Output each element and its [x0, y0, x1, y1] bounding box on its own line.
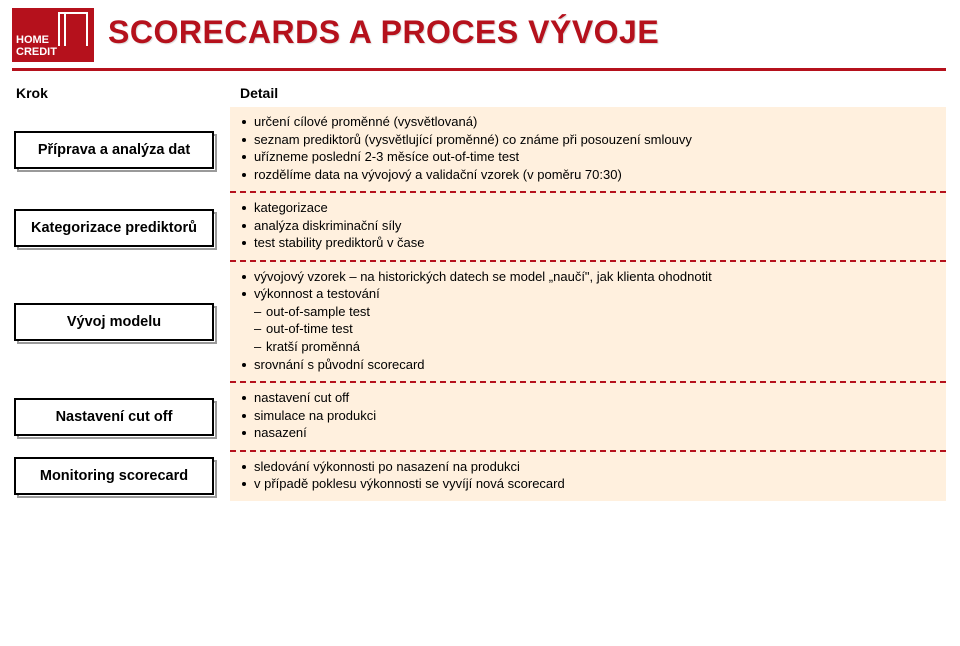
step-box-wrap: Kategorizace prediktorů	[14, 193, 230, 262]
step-box-wrap: Příprava a analýza dat	[14, 107, 230, 193]
logo-text: HOME CREDIT	[16, 34, 57, 58]
detail-item: rozdělíme data na vývojový a validační v…	[240, 166, 936, 184]
detail-item: kategorizace	[240, 199, 936, 217]
slide-header: HOME CREDIT SCORECARDS A PROCES VÝVOJE	[0, 0, 960, 62]
step-row: Vývoj modelu vývojový vzorek – na histori…	[14, 262, 946, 383]
step-detail: určení cílové proměnné (vysvětlovaná)sez…	[230, 107, 946, 193]
detail-item: simulace na produkci	[240, 407, 936, 425]
step-detail: kategorizaceanalýza diskriminační sílyte…	[230, 193, 946, 262]
detail-item: výkonnost a testování	[240, 285, 936, 303]
detail-subitem: out-of-sample test	[240, 303, 936, 321]
detail-list: určení cílové proměnné (vysvětlovaná)sez…	[240, 113, 936, 183]
step-row: Kategorizace prediktorů kategorizaceanalý…	[14, 193, 946, 262]
logo-line2: CREDIT	[16, 46, 57, 58]
detail-item: test stability prediktorů v čase	[240, 234, 936, 252]
step-detail: nastavení cut offsimulace na produkcinas…	[230, 383, 946, 452]
step-row: Monitoring scorecard sledování výkonnosti…	[14, 452, 946, 501]
steps-table: Příprava a analýza dat určení cílové prom…	[14, 107, 946, 501]
detail-item: vývojový vzorek – na historických datech…	[240, 268, 936, 286]
columns-header: Krok Detail	[14, 85, 946, 101]
step-box-wrap: Vývoj modelu	[14, 262, 230, 383]
step-detail: sledování výkonnosti po nasazení na prod…	[230, 452, 946, 501]
detail-item: v případě poklesu výkonnosti se vyvíjí n…	[240, 475, 936, 493]
step-box: Monitoring scorecard	[14, 457, 214, 495]
detail-subitem: out-of-time test	[240, 320, 936, 338]
col-left-header: Krok	[14, 85, 230, 101]
step-row: Příprava a analýza dat určení cílové prom…	[14, 107, 946, 193]
detail-list: nastavení cut offsimulace na produkcinas…	[240, 389, 936, 442]
content-area: Krok Detail Příprava a analýza dat určení…	[0, 71, 960, 501]
step-box: Kategorizace prediktorů	[14, 209, 214, 247]
brand-logo: HOME CREDIT	[12, 8, 94, 62]
step-box: Vývoj modelu	[14, 303, 214, 341]
logo-door-icon	[58, 12, 88, 46]
step-label: Vývoj modelu	[14, 303, 214, 341]
detail-list: sledování výkonnosti po nasazení na prod…	[240, 458, 936, 493]
step-label: Nastavení cut off	[14, 398, 214, 436]
step-box-wrap: Nastavení cut off	[14, 383, 230, 452]
step-label: Monitoring scorecard	[14, 457, 214, 495]
step-box-wrap: Monitoring scorecard	[14, 452, 230, 501]
logo-line1: HOME	[16, 34, 49, 46]
detail-item: seznam prediktorů (vysvětlující proměnné…	[240, 131, 936, 149]
step-box: Příprava a analýza dat	[14, 131, 214, 169]
col-right-header: Detail	[230, 85, 278, 101]
page-title: SCORECARDS A PROCES VÝVOJE	[108, 8, 659, 51]
detail-item: srovnání s původní scorecard	[240, 356, 936, 374]
detail-item: sledování výkonnosti po nasazení na prod…	[240, 458, 936, 476]
detail-item: nasazení	[240, 424, 936, 442]
step-row: Nastavení cut off nastavení cut offsimula…	[14, 383, 946, 452]
step-label: Kategorizace prediktorů	[14, 209, 214, 247]
step-detail: vývojový vzorek – na historických datech…	[230, 262, 946, 383]
detail-item: nastavení cut off	[240, 389, 936, 407]
detail-subitem: kratší proměnná	[240, 338, 936, 356]
detail-list: vývojový vzorek – na historických datech…	[240, 268, 936, 373]
detail-item: uřízneme poslední 2-3 měsíce out-of-time…	[240, 148, 936, 166]
step-label: Příprava a analýza dat	[14, 131, 214, 169]
detail-item: určení cílové proměnné (vysvětlovaná)	[240, 113, 936, 131]
step-box: Nastavení cut off	[14, 398, 214, 436]
detail-item: analýza diskriminační síly	[240, 217, 936, 235]
detail-list: kategorizaceanalýza diskriminační sílyte…	[240, 199, 936, 252]
